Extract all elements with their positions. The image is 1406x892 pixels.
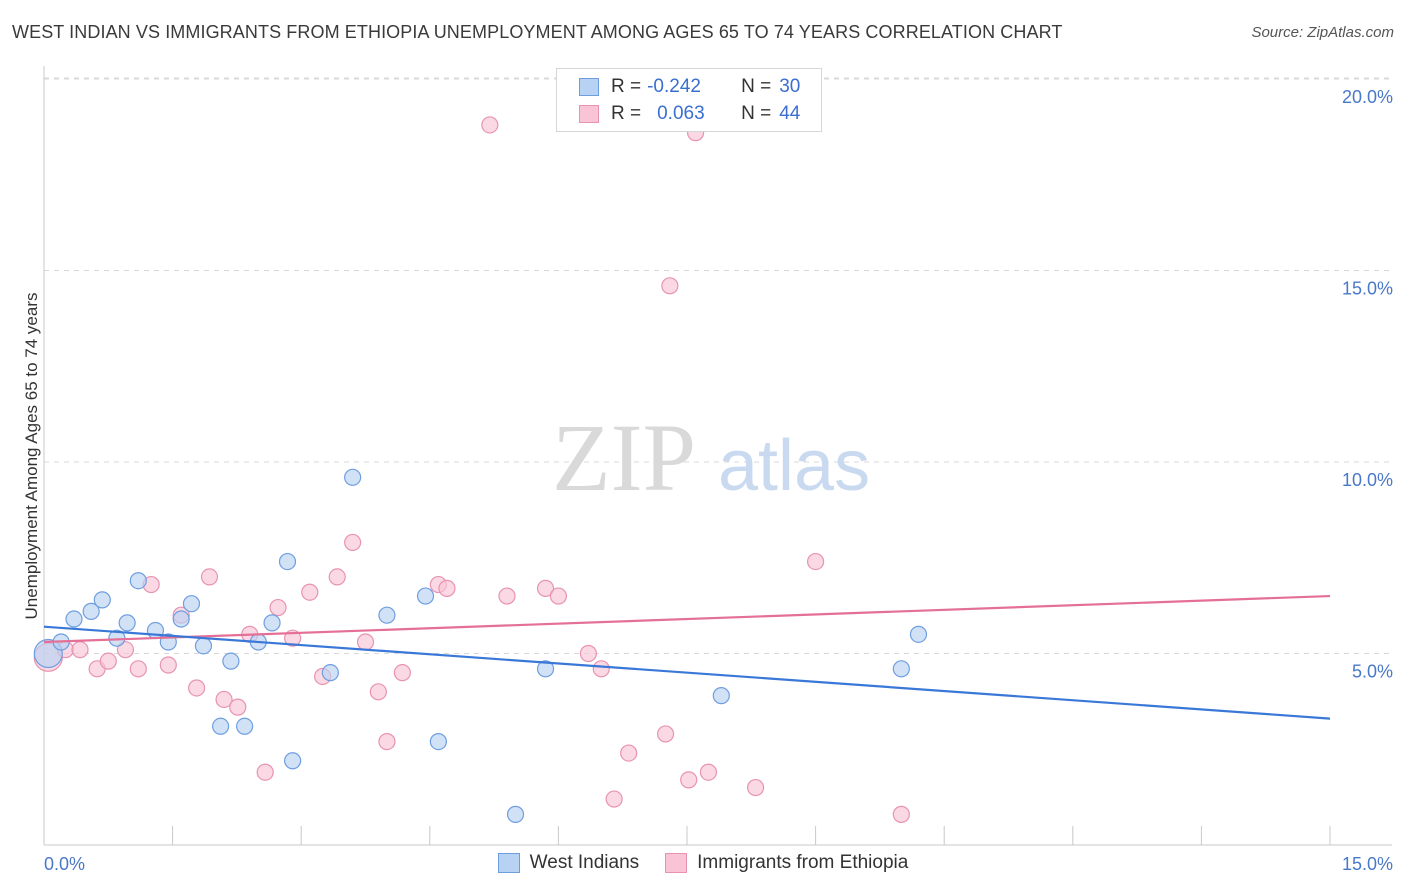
point-ethiopia[interactable] bbox=[269, 598, 287, 617]
point-west-indians[interactable] bbox=[118, 614, 136, 632]
point-ethiopia[interactable] bbox=[393, 664, 411, 682]
point-ethiopia[interactable] bbox=[699, 763, 718, 781]
point-west-indians[interactable] bbox=[506, 805, 525, 823]
point-west-indians[interactable] bbox=[278, 552, 297, 571]
point-ethiopia[interactable] bbox=[536, 579, 555, 597]
tick-label-layer: 5.0% 10.0% 15.0% 20.0% 0.0% 15.0% bbox=[44, 87, 1393, 874]
watermark: ZIP atlas bbox=[552, 404, 870, 511]
point-ethiopia[interactable] bbox=[549, 587, 568, 605]
point-west-indians[interactable] bbox=[344, 468, 362, 486]
y-tick-label: 20.0% bbox=[1342, 87, 1393, 107]
point-west-indians[interactable] bbox=[236, 717, 254, 735]
point-west-indians[interactable] bbox=[65, 610, 83, 628]
point-ethiopia[interactable] bbox=[661, 277, 679, 295]
point-west-indians[interactable] bbox=[194, 637, 213, 655]
point-west-indians[interactable] bbox=[284, 752, 302, 770]
point-ethiopia[interactable] bbox=[592, 660, 610, 678]
legend-swatch-pink bbox=[579, 105, 599, 123]
point-ethiopia[interactable] bbox=[159, 656, 177, 674]
point-ethiopia[interactable] bbox=[116, 641, 135, 659]
point-west-indians[interactable] bbox=[712, 687, 730, 705]
point-ethiopia[interactable] bbox=[498, 587, 516, 605]
point-ethiopia[interactable] bbox=[71, 641, 89, 659]
chart-title: WEST INDIAN VS IMMIGRANTS FROM ETHIOPIA … bbox=[12, 22, 1063, 42]
point-ethiopia[interactable] bbox=[369, 683, 387, 701]
legend-n-value: 30 bbox=[779, 76, 801, 97]
point-ethiopia[interactable] bbox=[438, 579, 456, 597]
point-ethiopia[interactable] bbox=[188, 679, 206, 697]
legend-item-west-indians[interactable]: West Indians bbox=[497, 852, 640, 874]
axis-layer bbox=[43, 66, 1392, 846]
point-west-indians[interactable] bbox=[321, 664, 339, 682]
y-tick-label: 5.0% bbox=[1352, 662, 1393, 682]
trend-line-west-indians bbox=[43, 625, 1331, 720]
legend-n-label: N = bbox=[741, 76, 772, 97]
legend-label-ethiopia: Immigrants from Ethiopia bbox=[697, 852, 909, 873]
legend-n-label: N = bbox=[741, 103, 772, 124]
legend-item-ethiopia[interactable]: Immigrants from Ethiopia bbox=[665, 852, 908, 874]
legend-n-value: 44 bbox=[779, 103, 801, 124]
point-west-indians[interactable] bbox=[263, 614, 281, 632]
series-legend: West Indians Immigrants from Ethiopia bbox=[0, 852, 1406, 874]
point-ethiopia[interactable] bbox=[99, 652, 117, 670]
point-ethiopia[interactable] bbox=[481, 116, 499, 134]
point-ethiopia[interactable] bbox=[746, 778, 765, 797]
point-west-indians[interactable] bbox=[222, 652, 240, 670]
point-ethiopia[interactable] bbox=[229, 698, 247, 716]
legend-swatch-west-indians bbox=[497, 853, 520, 873]
point-ethiopia[interactable] bbox=[378, 732, 396, 751]
stats-legend: R = -0.242 N = 30 R = 0.063 N = 44 bbox=[556, 68, 822, 132]
legend-r-label: R = bbox=[611, 103, 642, 124]
point-ethiopia[interactable] bbox=[301, 583, 319, 601]
point-ethiopia[interactable] bbox=[579, 644, 598, 663]
point-ethiopia[interactable] bbox=[356, 633, 375, 651]
point-west-indians[interactable] bbox=[416, 587, 435, 605]
grid-layer bbox=[44, 77, 1392, 654]
point-west-indians[interactable] bbox=[93, 591, 111, 609]
point-west-indians[interactable] bbox=[82, 602, 100, 620]
legend-row-west-indians: R = -0.242 N = 30 bbox=[579, 75, 800, 99]
legend-r-label: R = bbox=[611, 76, 642, 97]
legend-label-west-indians: West Indians bbox=[529, 852, 640, 873]
point-ethiopia[interactable] bbox=[620, 744, 638, 762]
point-ethiopia[interactable] bbox=[892, 805, 910, 823]
point-ethiopia[interactable] bbox=[215, 690, 233, 709]
point-ethiopia[interactable] bbox=[605, 790, 623, 808]
points-layer bbox=[33, 116, 928, 823]
point-west-indians[interactable] bbox=[429, 732, 447, 751]
y-tick-label: 15.0% bbox=[1342, 279, 1393, 299]
point-west-indians[interactable] bbox=[212, 717, 230, 735]
trend-line-ethiopia bbox=[43, 594, 1331, 644]
point-ethiopia[interactable] bbox=[656, 725, 675, 743]
point-ethiopia[interactable] bbox=[680, 771, 698, 789]
point-west-indians[interactable] bbox=[172, 610, 190, 628]
watermark-atlas: atlas bbox=[718, 426, 870, 506]
legend-swatch-blue bbox=[579, 78, 599, 96]
legend-r-value: -0.242 bbox=[647, 76, 701, 97]
source-label: Source: ZipAtlas.com bbox=[1251, 24, 1394, 41]
point-west-indians[interactable] bbox=[182, 595, 201, 613]
point-west-indians[interactable] bbox=[378, 606, 396, 624]
point-ethiopia[interactable] bbox=[256, 763, 274, 781]
point-west-indians[interactable] bbox=[909, 625, 928, 643]
point-ethiopia[interactable] bbox=[344, 533, 362, 552]
point-ethiopia[interactable] bbox=[328, 568, 346, 586]
point-west-indians[interactable] bbox=[892, 660, 910, 678]
y-tick-label: 10.0% bbox=[1342, 470, 1393, 490]
point-west-indians[interactable] bbox=[129, 572, 147, 590]
legend-row-ethiopia: R = 0.063 N = 44 bbox=[579, 102, 800, 126]
watermark-zip: ZIP bbox=[552, 404, 696, 511]
legend-swatch-ethiopia bbox=[665, 853, 688, 873]
point-west-indians[interactable] bbox=[536, 660, 555, 678]
x-tick-label: 0.0% bbox=[44, 854, 85, 874]
trend-layer bbox=[43, 594, 1331, 720]
x-tick-label: 15.0% bbox=[1342, 854, 1393, 874]
legend-r-value: 0.063 bbox=[657, 103, 705, 124]
point-ethiopia[interactable] bbox=[806, 552, 825, 571]
point-ethiopia[interactable] bbox=[200, 568, 219, 586]
point-ethiopia[interactable] bbox=[129, 660, 147, 678]
